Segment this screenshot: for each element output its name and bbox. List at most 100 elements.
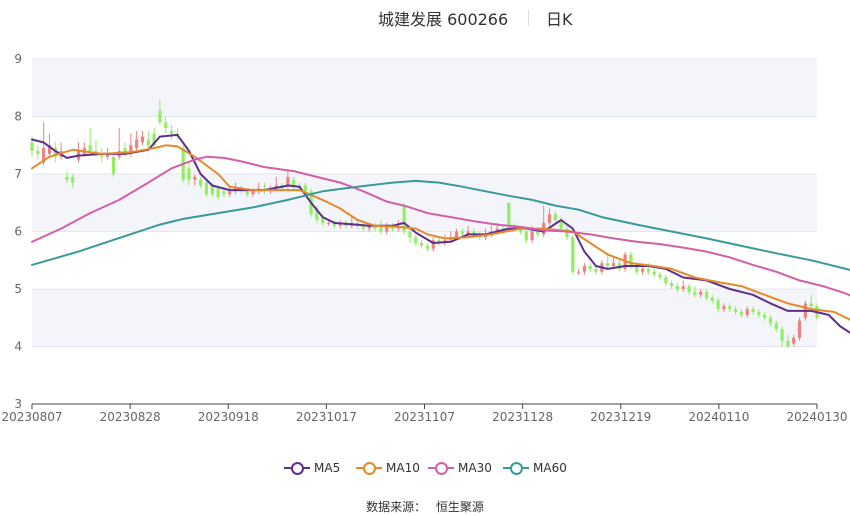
candle-body (716, 300, 720, 310)
candle (414, 234, 418, 246)
candle-body (315, 208, 319, 220)
legend-label: MA60 (533, 461, 567, 475)
candle-body (105, 153, 110, 157)
candle (53, 142, 57, 163)
candle-body (36, 151, 40, 154)
candle (547, 208, 552, 226)
candle (164, 116, 168, 134)
candle-body (135, 139, 139, 149)
candle-body (199, 179, 203, 186)
candle-body (745, 309, 749, 315)
candle-body (699, 291, 703, 295)
candle-body (123, 148, 127, 154)
candle-body (292, 179, 296, 186)
candle-body (809, 303, 813, 307)
x-tick-label: 20230807 (1, 410, 62, 424)
candle (797, 317, 802, 341)
candle-body (65, 176, 69, 180)
candle (728, 303, 732, 312)
candle-body (454, 231, 459, 238)
candle-body (768, 317, 773, 324)
candle-body (47, 145, 52, 154)
x-axis: 20230807 20230828 20230918 20231017 20231107… (1, 403, 848, 424)
candle-body (367, 225, 371, 229)
candle-body (228, 191, 232, 195)
y-tick-label: 9 (14, 52, 22, 66)
candle (222, 188, 226, 197)
background-band (32, 174, 817, 232)
candle-body (408, 231, 412, 238)
legend-item-ma60[interactable]: MA60 (503, 458, 567, 478)
candle (379, 220, 383, 235)
candle-body (611, 263, 616, 266)
legend-item-ma10[interactable]: MA10 (356, 458, 420, 478)
data-source: 数据来源： 恒生聚源 (0, 498, 850, 515)
candle (658, 271, 662, 281)
background-band (32, 346, 817, 404)
candle (704, 289, 709, 301)
candle-body (245, 191, 249, 195)
candle (670, 280, 674, 289)
candle-body (588, 266, 592, 269)
candle-body (733, 309, 738, 312)
legend-item-ma5[interactable]: MA5 (284, 458, 340, 478)
legend-item-ma30[interactable]: MA30 (428, 458, 492, 478)
y-tick-label: 8 (14, 110, 22, 124)
candle (687, 283, 691, 295)
candle-body (687, 286, 691, 292)
legend-marker (428, 461, 454, 475)
candle-body (466, 231, 470, 235)
candle-body (582, 266, 587, 272)
candle-body (42, 148, 46, 163)
candle-body (193, 176, 197, 180)
candle-body (129, 145, 133, 154)
candle (594, 266, 598, 275)
candle-body (664, 277, 668, 284)
candle (576, 268, 581, 275)
candle-body (385, 225, 389, 232)
candle (699, 289, 703, 298)
candle (606, 254, 610, 269)
candle-body (507, 202, 511, 226)
candle-body (379, 225, 383, 232)
y-tick-label: 5 (14, 282, 22, 296)
candle-body (640, 268, 645, 272)
candle-body (722, 306, 726, 310)
x-tick-label: 20231017 (296, 410, 357, 424)
candle-body (88, 145, 92, 151)
header-divider (528, 10, 529, 26)
candle (681, 280, 685, 292)
candle (763, 312, 767, 321)
x-tick-label: 20231219 (590, 410, 651, 424)
candle (652, 268, 656, 278)
candle (146, 130, 150, 151)
background-band (32, 59, 817, 117)
data-source-label: 数据来源： (366, 500, 427, 514)
candle-body (251, 191, 255, 195)
series-line-ma60 (31, 179, 850, 271)
candle-body (646, 268, 650, 272)
candle-body (361, 225, 366, 229)
legend-label: MA10 (386, 461, 420, 475)
candle-body (158, 110, 162, 123)
candle-body (53, 148, 57, 157)
candle (722, 303, 726, 312)
candle-body (472, 231, 476, 235)
candle-body (187, 168, 191, 180)
candle-body (414, 237, 418, 243)
series-line-ma30 (31, 155, 850, 297)
candle-body (321, 217, 325, 223)
period-tab-daily[interactable]: 日K (546, 10, 573, 29)
candle-body (437, 240, 441, 243)
candle-body (786, 340, 790, 347)
legend-marker (356, 461, 382, 475)
background-bands (32, 59, 817, 404)
candle-body (594, 268, 598, 272)
chart-title: 城建发展 600266 (378, 10, 509, 29)
candle (780, 326, 784, 347)
legend-marker (503, 461, 529, 475)
candle-body (774, 323, 778, 330)
candle (332, 220, 336, 229)
candle-body (164, 122, 168, 128)
candle (71, 174, 75, 189)
